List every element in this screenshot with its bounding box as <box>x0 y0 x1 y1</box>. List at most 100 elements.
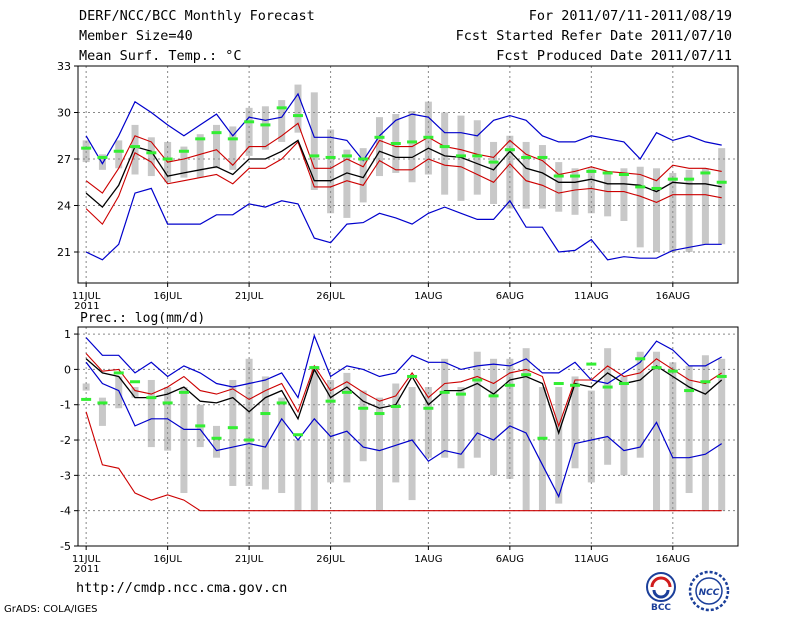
header-right: For 2011/07/11-2011/08/19 Fcst Started R… <box>456 6 732 66</box>
box-mark <box>310 92 318 190</box>
box-mark <box>229 126 237 170</box>
x-tick-label: 26JUL <box>316 291 345 302</box>
forecast-period: For 2011/07/11-2011/08/19 <box>528 8 732 24</box>
y-tick-label: 24 <box>57 200 71 213</box>
x-tick-label: 6AUG <box>496 291 524 302</box>
y-tick-label: -2 <box>60 434 71 447</box>
box-mark <box>538 145 546 209</box>
box-mark <box>669 362 677 511</box>
plot-frame <box>77 326 739 547</box>
box-mark <box>701 355 709 511</box>
box-mark <box>261 106 269 150</box>
box-mark <box>359 148 367 203</box>
member-size: Member Size=40 <box>79 28 193 44</box>
box-mark <box>147 137 155 177</box>
box-mark <box>278 397 286 494</box>
variable-label: Mean Surf. Temp.: °C <box>79 48 242 64</box>
box-mark <box>343 149 351 218</box>
box-mark <box>294 84 302 133</box>
series-line-p75 <box>85 122 722 194</box>
box-mark <box>636 351 644 458</box>
x-tick-label: 16AUG <box>655 291 690 302</box>
footer-url: http://cmdp.ncc.cma.gov.cn <box>76 580 288 596</box>
x-tick-label: 1AUG <box>414 291 442 302</box>
box-mark <box>131 387 139 398</box>
box-mark <box>115 140 123 169</box>
grads-credit: GrADS: COLA/IGES <box>4 604 98 615</box>
box-mark <box>620 168 628 221</box>
box-mark <box>473 120 481 195</box>
box-mark <box>441 112 449 195</box>
y-tick-label: -5 <box>60 540 71 553</box>
fcst-produced-date: Fcst Produced Date 2011/07/11 <box>496 48 732 64</box>
y-tick-label: -1 <box>60 399 71 412</box>
box-mark <box>701 168 709 245</box>
box-mark <box>98 154 106 170</box>
box-mark <box>310 365 318 511</box>
box-mark <box>98 397 106 426</box>
panel-1: 21 24 27 30 33 11JUL 16JUL 21JUL 26JUL 1AUG 6AUG 11… <box>57 60 739 312</box>
box-mark <box>180 146 188 178</box>
header-left: DERF/NCC/BCC Monthly Forecast Member Siz… <box>79 6 315 66</box>
box-mark <box>375 117 383 177</box>
box-mark <box>327 379 335 483</box>
box-mark <box>261 376 269 490</box>
series-line-max <box>85 187 722 261</box>
box-mark <box>473 351 481 458</box>
box-mark <box>196 134 204 178</box>
box-mark <box>359 390 367 462</box>
box-mark <box>213 425 221 458</box>
x-tick-label: 11JUL <box>72 554 101 565</box>
series-line-min <box>85 361 723 499</box>
x-tick-label: 16AUG <box>655 554 690 565</box>
panel-2: -5 -4 -3 -2 -1 0 1 11JUL 16JUL 21JUL 26JUL 1AUG 6AUG… <box>60 311 739 575</box>
x-tick-label: 11JUL <box>72 291 101 302</box>
x-year-label: 2011 <box>74 564 99 575</box>
box-mark <box>375 397 383 511</box>
box-mark <box>685 169 693 252</box>
ncc-logo-text: NCC <box>699 588 720 598</box>
box-mark <box>538 387 546 511</box>
box-mark <box>392 383 400 483</box>
series-line-p75 <box>85 353 722 428</box>
x-tick-label: 26JUL <box>316 554 345 565</box>
y-tick-label: 27 <box>57 153 71 166</box>
box-mark <box>620 376 628 476</box>
x-tick-label: 21JUL <box>235 554 264 565</box>
box-mark <box>457 115 465 201</box>
box-mark <box>490 141 498 204</box>
series-line-p25 <box>85 411 722 512</box>
x-tick-label: 21JUL <box>235 291 264 302</box>
box-mark <box>653 168 661 252</box>
y-tick-label: 21 <box>57 246 71 259</box>
y-tick-label: 0 <box>64 363 71 376</box>
series-line-mean <box>85 139 722 209</box>
box-mark <box>343 372 351 483</box>
box-mark <box>587 390 595 483</box>
box-mark <box>522 348 530 511</box>
box-mark <box>115 376 123 409</box>
box-mark <box>131 124 139 175</box>
y-tick-label: -4 <box>60 505 71 518</box>
box-mark <box>555 162 563 212</box>
box-mark <box>441 358 449 458</box>
chart-title: DERF/NCC/BCC Monthly Forecast <box>79 8 315 24</box>
series-line-p25 <box>85 140 722 225</box>
bcc-logo: BCC <box>646 572 676 612</box>
box-mark <box>604 171 612 217</box>
plot-frame <box>77 65 739 284</box>
box-mark <box>229 379 237 486</box>
fcst-started-date: Fcst Started Refer Date 2011/07/10 <box>455 28 732 44</box>
box-mark <box>522 141 530 209</box>
y-tick-label: 1 <box>64 328 71 341</box>
y-tick-label: -3 <box>60 469 71 482</box>
box-mark <box>147 379 155 448</box>
box-mark <box>685 365 693 494</box>
series-line-mean <box>85 358 723 436</box>
box-mark <box>457 387 465 469</box>
x-tick-label: 11AUG <box>574 291 609 302</box>
ncc-logo: NCC <box>688 570 730 612</box>
box-mark <box>653 351 661 511</box>
box-mark <box>213 124 221 169</box>
